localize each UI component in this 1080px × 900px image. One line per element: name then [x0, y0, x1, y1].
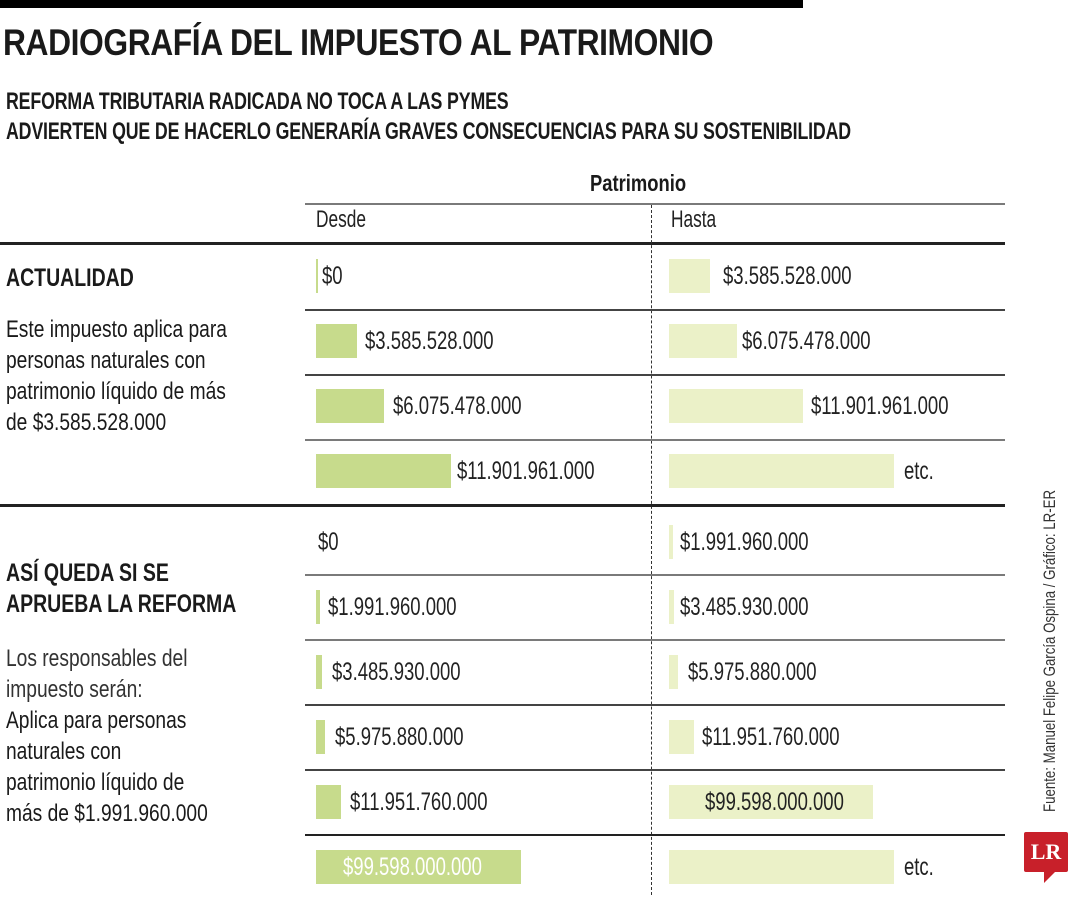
section-heading-reforma: ASÍ QUEDA SI SE APRUEBA LA REFORMA: [6, 558, 236, 620]
desde-value: $11.901.961.000: [457, 457, 595, 485]
row-divider: [305, 639, 1005, 641]
desde-bar: [316, 454, 451, 488]
desde-value: $6.075.478.000: [393, 392, 522, 420]
desde-bar: [316, 590, 320, 624]
desde-bar: [316, 259, 318, 293]
row-divider: [305, 309, 1005, 311]
body-line: naturales con: [6, 738, 122, 765]
page-title: RADIOGRAFÍA DEL IMPUESTO AL PATRIMONIO: [3, 22, 714, 63]
hasta-bar: [669, 785, 873, 819]
section-body-reforma: Aplica para personas naturales con patri…: [6, 705, 208, 829]
logo-speech-tail-icon: [1044, 871, 1056, 883]
hasta-bar: [669, 454, 894, 488]
body-line: patrimonio líquido de: [6, 769, 185, 796]
table-top-rule: [0, 242, 1005, 245]
row-divider: [305, 374, 1005, 376]
hasta-value: $99.598.000.000: [705, 788, 844, 816]
body-line: Aplica para personas: [6, 707, 187, 734]
desde-value: $11.951.760.000: [350, 788, 488, 816]
section-divider: [0, 504, 1005, 507]
column-header-desde: Desde: [316, 206, 366, 233]
hasta-value: etc.: [904, 457, 934, 485]
body-line: personas naturales con: [6, 347, 206, 374]
hasta-bar: [669, 590, 674, 624]
desde-value: $3.485.930.000: [332, 658, 461, 686]
row-divider: [305, 439, 1005, 441]
desde-value: $1.991.960.000: [328, 593, 457, 621]
hasta-bar: [669, 525, 673, 559]
lr-logo: LR: [1024, 832, 1068, 872]
body-line: patrimonio líquido de más: [6, 378, 226, 405]
hasta-bar: [669, 389, 803, 423]
hasta-value: $3.485.930.000: [680, 593, 809, 621]
section-intro-reforma: Los responsables del impuesto serán:: [6, 643, 187, 705]
hasta-value: $6.075.478.000: [742, 327, 871, 355]
hasta-value: $11.901.961.000: [811, 392, 949, 420]
desde-bar: [316, 389, 384, 423]
body-line: de $3.585.528.000: [6, 409, 167, 436]
desde-bar: [316, 324, 357, 358]
section-heading-actualidad: ACTUALIDAD: [6, 264, 134, 292]
row-divider: [305, 834, 1005, 836]
intro-line: Los responsables del: [6, 645, 188, 672]
body-line: más de $1.991.960.000: [6, 800, 208, 827]
heading-line: APRUEBA LA REFORMA: [6, 590, 237, 618]
hasta-bar: [669, 655, 678, 689]
column-divider: [651, 205, 652, 895]
group-header-patrimonio: Patrimonio: [590, 170, 687, 196]
hasta-bar: [669, 720, 694, 754]
hasta-value: $1.991.960.000: [680, 528, 809, 556]
row-divider: [305, 574, 1005, 576]
subtitle-line-2: ADVIERTEN QUE DE HACERLO GENERARÍA GRAVE…: [6, 118, 851, 145]
subtitle-line-1: REFORMA TRIBUTARIA RADICADA NO TOCA A LA…: [6, 88, 509, 115]
hasta-bar: [669, 259, 710, 293]
row-divider: [305, 769, 1005, 771]
desde-value: $5.975.880.000: [335, 723, 464, 751]
desde-bar: [316, 655, 322, 689]
desde-value: $3.585.528.000: [365, 327, 494, 355]
header-divider: [305, 203, 1005, 205]
section-body-actualidad: Este impuesto aplica para personas natur…: [6, 314, 227, 438]
desde-value: $0: [322, 262, 343, 290]
desde-bar: [316, 850, 521, 884]
hasta-value: etc.: [904, 853, 934, 881]
hasta-value: $3.585.528.000: [723, 262, 852, 290]
hasta-bar: [669, 324, 737, 358]
column-header-hasta: Hasta: [671, 206, 717, 233]
intro-line: impuesto serán:: [6, 676, 143, 703]
desde-bar: [316, 720, 325, 754]
row-divider: [305, 704, 1005, 706]
heading-line: ASÍ QUEDA SI SE: [6, 559, 169, 587]
desde-value: $99.598.000.000: [343, 853, 482, 881]
body-line: Este impuesto aplica para: [6, 316, 227, 343]
top-rule: [0, 0, 803, 8]
desde-value: $0: [318, 528, 339, 556]
source-credit: Fuente: Manuel Felipe García Ospina / Gr…: [1040, 489, 1059, 812]
hasta-bar: [669, 850, 894, 884]
hasta-value: $11.951.760.000: [702, 723, 840, 751]
desde-bar: [316, 785, 341, 819]
hasta-value: $5.975.880.000: [688, 658, 817, 686]
